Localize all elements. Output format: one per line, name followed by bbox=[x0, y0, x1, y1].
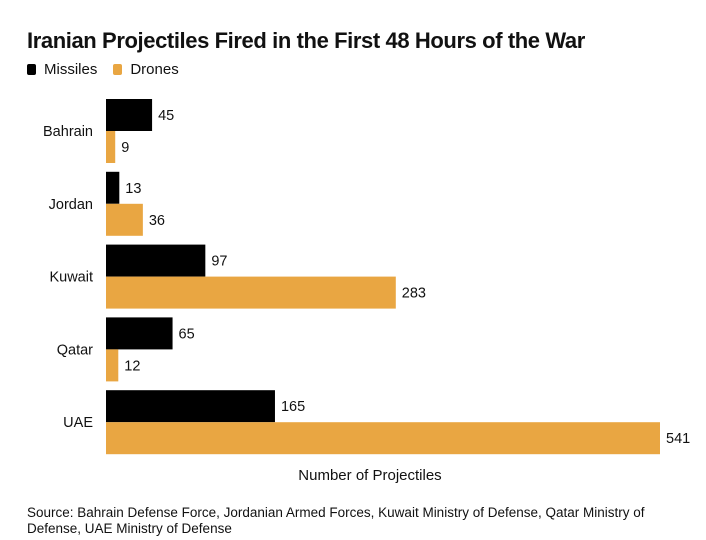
legend-item-drones: Drones bbox=[113, 61, 179, 78]
legend-swatch-missiles bbox=[27, 64, 36, 75]
data-label-bahrain-missiles: 45 bbox=[158, 108, 174, 124]
legend-label-missiles: Missiles bbox=[44, 61, 98, 78]
legend-label-drones: Drones bbox=[130, 61, 179, 78]
bar-qatar-drones bbox=[106, 349, 119, 382]
bar-jordan-missiles bbox=[106, 171, 120, 204]
legend-swatch-drones bbox=[113, 64, 123, 75]
legend-item-missiles: Missiles bbox=[27, 61, 97, 78]
data-label-uae-drones: 541 bbox=[666, 431, 690, 447]
bar-uae-missiles bbox=[106, 390, 275, 423]
data-label-jordan-missiles: 13 bbox=[125, 181, 141, 197]
bar-bahrain-missiles bbox=[106, 99, 153, 131]
data-label-kuwait-missiles: 97 bbox=[211, 254, 227, 270]
legend: Missiles Drones bbox=[27, 61, 195, 78]
bar-kuwait-drones bbox=[106, 276, 396, 309]
bar-uae-drones bbox=[106, 422, 660, 455]
bar-jordan-drones bbox=[106, 203, 143, 236]
bar-qatar-missiles bbox=[106, 317, 173, 350]
data-label-bahrain-drones: 9 bbox=[121, 140, 129, 156]
category-label-kuwait: Kuwait bbox=[49, 270, 93, 286]
data-label-qatar-missiles: 65 bbox=[179, 326, 195, 342]
category-label-qatar: Qatar bbox=[57, 342, 93, 358]
category-label-bahrain: Bahrain bbox=[43, 124, 93, 140]
bar-bahrain-drones bbox=[106, 131, 116, 163]
source-note: Source: Bahrain Defense Force, Jordanian… bbox=[27, 505, 645, 536]
category-label-uae: UAE bbox=[63, 415, 93, 431]
data-label-jordan-drones: 36 bbox=[149, 213, 165, 229]
chart-title: Iranian Projectiles Fired in the First 4… bbox=[27, 28, 585, 53]
data-label-uae-missiles: 165 bbox=[281, 399, 305, 415]
x-axis-label: Number of Projectiles bbox=[298, 467, 442, 484]
data-label-qatar-drones: 12 bbox=[124, 358, 140, 374]
bar-kuwait-missiles bbox=[106, 244, 206, 277]
category-label-jordan: Jordan bbox=[49, 197, 93, 213]
data-label-kuwait-drones: 283 bbox=[402, 286, 426, 302]
